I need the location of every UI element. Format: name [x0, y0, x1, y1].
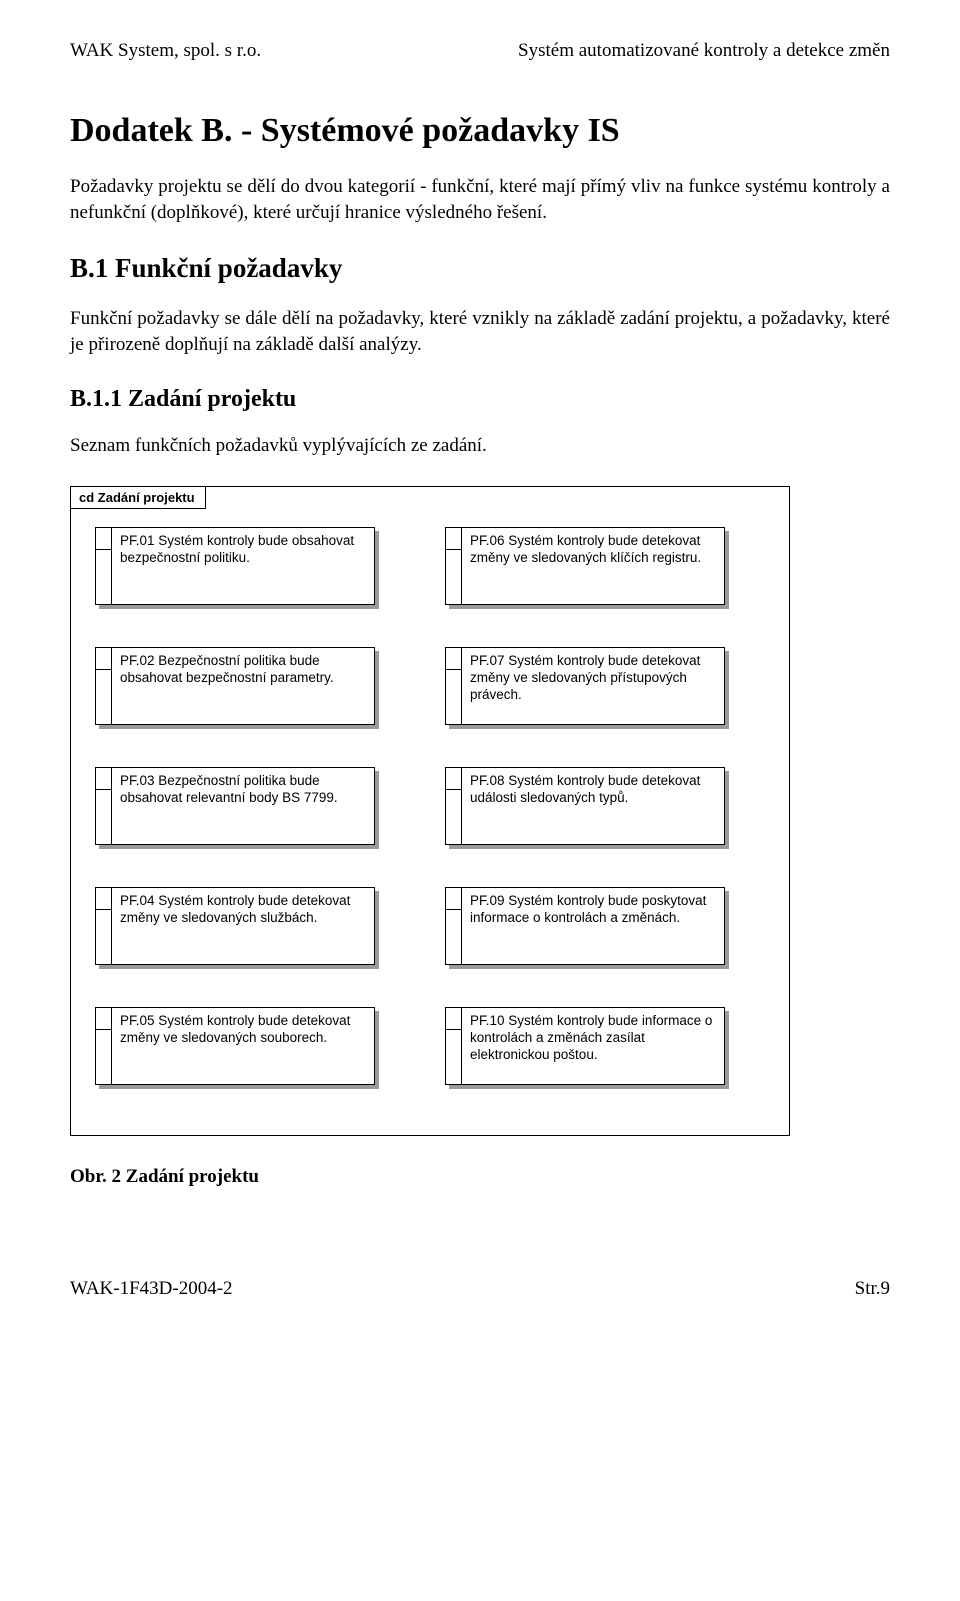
box-face: PF.01 Systém kontroly bude obsahovat bez… [95, 527, 375, 605]
requirement-text: PF.05 Systém kontroly bude detekovat změ… [112, 1008, 374, 1084]
requirement-text: PF.03 Bezpečnostní politika bude obsahov… [112, 768, 374, 844]
box-face: PF.05 Systém kontroly bude detekovat změ… [95, 1007, 375, 1085]
box-face: PF.10 Systém kontroly bude informace o k… [445, 1007, 725, 1085]
heading-3: B.1.1 Zadání projektu [70, 386, 890, 413]
sidebar-top-cell [96, 648, 111, 670]
sidebar-bottom-cell [96, 910, 111, 964]
box-face: PF.08 Systém kontroly bude detekovat udá… [445, 767, 725, 845]
heading-2: B.1 Funkční požadavky [70, 253, 890, 284]
requirement-box: PF.09 Systém kontroly bude poskytovat in… [445, 887, 725, 965]
sidebar-top-cell [96, 1008, 111, 1030]
sidebar-bottom-cell [96, 790, 111, 844]
requirement-text: PF.06 Systém kontroly bude detekovat změ… [462, 528, 724, 604]
requirement-row: PF.05 Systém kontroly bude detekovat změ… [95, 1007, 765, 1085]
requirement-box: PF.06 Systém kontroly bude detekovat změ… [445, 527, 725, 605]
subsection-paragraph: Seznam funkčních požadavků vyplývajících… [70, 433, 890, 459]
box-face: PF.09 Systém kontroly bude poskytovat in… [445, 887, 725, 965]
sidebar-top-cell [446, 648, 461, 670]
box-sidebar [446, 888, 462, 964]
requirement-box: PF.04 Systém kontroly bude detekovat změ… [95, 887, 375, 965]
requirement-text: PF.10 Systém kontroly bude informace o k… [462, 1008, 724, 1084]
requirement-text: PF.07 Systém kontroly bude detekovat změ… [462, 648, 724, 724]
box-sidebar [96, 768, 112, 844]
requirement-text: PF.01 Systém kontroly bude obsahovat bez… [112, 528, 374, 604]
box-face: PF.02 Bezpečnostní politika bude obsahov… [95, 647, 375, 725]
box-sidebar [446, 648, 462, 724]
box-face: PF.07 Systém kontroly bude detekovat změ… [445, 647, 725, 725]
header-left: WAK System, spol. s r.o. [70, 40, 261, 62]
requirement-box: PF.07 Systém kontroly bude detekovat změ… [445, 647, 725, 725]
requirement-text: PF.04 Systém kontroly bude detekovat změ… [112, 888, 374, 964]
box-sidebar [446, 768, 462, 844]
intro-paragraph: Požadavky projektu se dělí do dvou kateg… [70, 174, 890, 225]
section-paragraph: Funkční požadavky se dále dělí na požada… [70, 306, 890, 357]
box-face: PF.06 Systém kontroly bude detekovat změ… [445, 527, 725, 605]
sidebar-bottom-cell [446, 790, 461, 844]
requirement-text: PF.02 Bezpečnostní politika bude obsahov… [112, 648, 374, 724]
requirement-box: PF.10 Systém kontroly bude informace o k… [445, 1007, 725, 1085]
box-sidebar [446, 1008, 462, 1084]
sidebar-top-cell [96, 768, 111, 790]
requirement-box: PF.02 Bezpečnostní politika bude obsahov… [95, 647, 375, 725]
box-sidebar [96, 888, 112, 964]
diagram-body: PF.01 Systém kontroly bude obsahovat bez… [71, 509, 789, 1135]
box-sidebar [96, 648, 112, 724]
box-sidebar [96, 528, 112, 604]
header-right: Systém automatizované kontroly a detekce… [518, 40, 890, 62]
sidebar-bottom-cell [446, 670, 461, 724]
requirement-row: PF.02 Bezpečnostní politika bude obsahov… [95, 647, 765, 725]
sidebar-bottom-cell [96, 1030, 111, 1084]
sidebar-bottom-cell [96, 550, 111, 604]
requirement-row: PF.03 Bezpečnostní politika bude obsahov… [95, 767, 765, 845]
requirement-box: PF.05 Systém kontroly bude detekovat změ… [95, 1007, 375, 1085]
sidebar-top-cell [446, 768, 461, 790]
requirements-diagram: cd Zadání projektu PF.01 Systém kontroly… [70, 486, 790, 1136]
figure-caption: Obr. 2 Zadání projektu [70, 1166, 890, 1188]
sidebar-top-cell [96, 888, 111, 910]
box-sidebar [96, 1008, 112, 1084]
sidebar-bottom-cell [446, 550, 461, 604]
requirement-box: PF.03 Bezpečnostní politika bude obsahov… [95, 767, 375, 845]
sidebar-top-cell [446, 1008, 461, 1030]
heading-1: Dodatek B. - Systémové požadavky IS [70, 112, 890, 150]
sidebar-bottom-cell [446, 910, 461, 964]
box-face: PF.03 Bezpečnostní politika bude obsahov… [95, 767, 375, 845]
requirement-box: PF.01 Systém kontroly bude obsahovat bez… [95, 527, 375, 605]
box-sidebar [446, 528, 462, 604]
requirement-text: PF.08 Systém kontroly bude detekovat udá… [462, 768, 724, 844]
sidebar-bottom-cell [446, 1030, 461, 1084]
sidebar-bottom-cell [96, 670, 111, 724]
sidebar-top-cell [446, 528, 461, 550]
diagram-tab: cd Zadání projektu [71, 487, 206, 509]
requirement-row: PF.04 Systém kontroly bude detekovat změ… [95, 887, 765, 965]
footer-left: WAK-1F43D-2004-2 [70, 1278, 233, 1300]
footer-right: Str.9 [855, 1278, 890, 1300]
sidebar-top-cell [446, 888, 461, 910]
requirement-text: PF.09 Systém kontroly bude poskytovat in… [462, 888, 724, 964]
page-footer: WAK-1F43D-2004-2 Str.9 [70, 1278, 890, 1300]
sidebar-top-cell [96, 528, 111, 550]
page-header: WAK System, spol. s r.o. Systém automati… [70, 40, 890, 62]
requirement-box: PF.08 Systém kontroly bude detekovat udá… [445, 767, 725, 845]
requirement-row: PF.01 Systém kontroly bude obsahovat bez… [95, 527, 765, 605]
box-face: PF.04 Systém kontroly bude detekovat změ… [95, 887, 375, 965]
